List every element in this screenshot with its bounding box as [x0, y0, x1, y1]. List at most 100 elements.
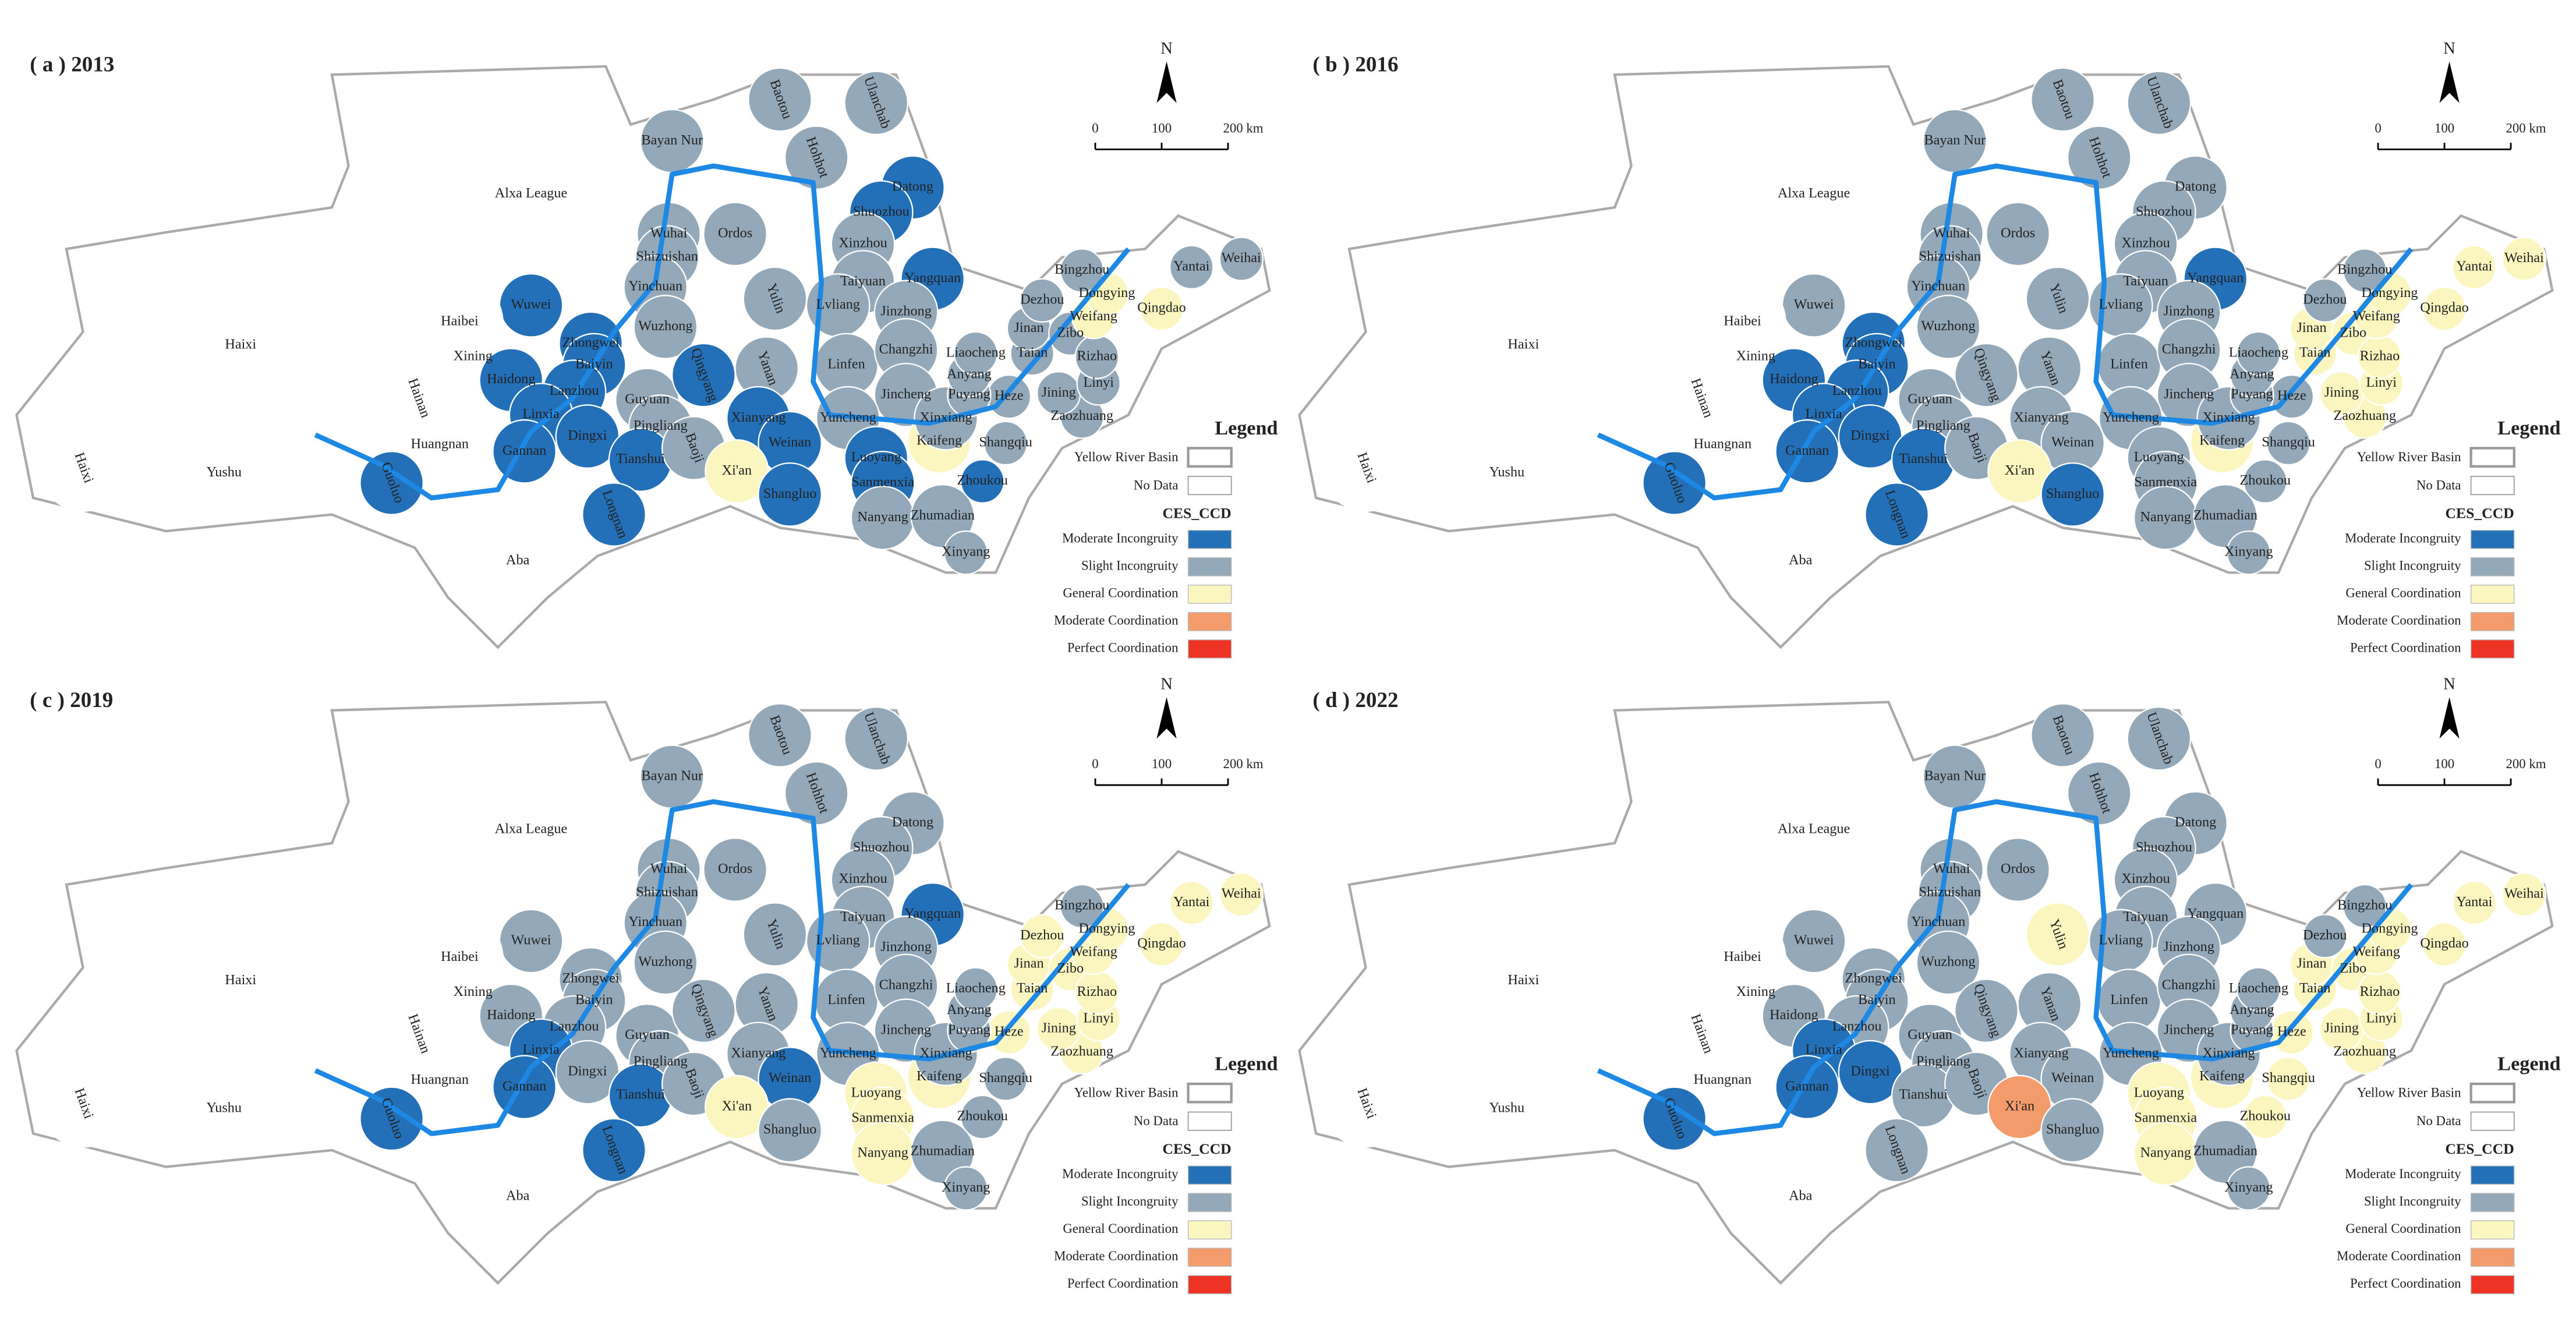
legend-label: No Data [2416, 1114, 2461, 1128]
city-label: Nanyang [2140, 1144, 2191, 1160]
city-label: Kaifeng [917, 433, 962, 448]
region [2030, 67, 2095, 132]
region [359, 451, 424, 515]
legend-label: Moderate Incongruity [1062, 531, 1179, 545]
city-label: Heze [2277, 388, 2306, 404]
legend-label: General Coordination [2345, 1221, 2461, 1236]
region [748, 67, 812, 132]
city-label: Taiyuan [2123, 273, 2168, 289]
city-label: Jining [1042, 384, 1076, 400]
city-label: Yantai [2456, 894, 2492, 910]
city-label: Tianshui [616, 451, 665, 466]
city-label: Alxa League [1778, 185, 1850, 201]
city-label: Wuhai [1933, 861, 1970, 876]
region [758, 462, 822, 527]
region [1770, 786, 1858, 874]
city-label: Xi'an [722, 462, 752, 478]
city-label: Wuhai [650, 861, 688, 876]
city-label: Nanyang [857, 1144, 908, 1160]
legend-label: Perfect Coordination [2350, 641, 2461, 655]
legend-swatch [2470, 1193, 2515, 1213]
region [960, 1094, 1005, 1140]
legend-swatch [2470, 529, 2515, 549]
city-label: Taiyuan [840, 909, 886, 925]
region [582, 1118, 646, 1183]
legend-swatch [1187, 611, 1232, 631]
city-label: Baiyin [1858, 992, 1896, 1008]
city-label: Pingliang [634, 418, 688, 433]
legend-label: Moderate Incongruity [2345, 531, 2461, 545]
region [1954, 978, 2019, 1043]
region [1169, 245, 1214, 290]
city-label: Taian [1017, 980, 1048, 996]
legend-swatch [1187, 476, 1232, 496]
region [39, 1060, 127, 1148]
city-label: Xinzhou [2121, 235, 2170, 251]
city-label: Anyang [947, 366, 992, 382]
city-label: Shangqiu [2262, 1070, 2315, 1086]
city-label: Datong [2175, 179, 2216, 195]
city-label: Haixi [1508, 972, 1539, 988]
city-label: Wuhai [650, 225, 688, 241]
city-label: Zaozhuang [1050, 1043, 1113, 1059]
region [1060, 883, 1105, 929]
region [2236, 331, 2281, 376]
region [1139, 922, 1184, 967]
city-label: Baiyin [575, 356, 613, 372]
city-label: Yantai [1173, 258, 1209, 274]
city-label: Yangquan [904, 906, 961, 921]
city-label: Puyang [948, 386, 990, 402]
scale-label: 200 km [2506, 757, 2546, 771]
city-label: Taian [2299, 980, 2330, 996]
legend-label: No Data [2416, 478, 2461, 492]
region [2067, 125, 2132, 190]
legend-swatch [1187, 1111, 1232, 1131]
city-label: Guyuan [625, 391, 670, 407]
region [983, 1056, 1028, 1101]
region [2266, 420, 2311, 466]
region [1642, 451, 1707, 515]
legend-swatch [2470, 1220, 2515, 1240]
city-label: Linfen [827, 356, 865, 372]
legend-swatch [1187, 1220, 1232, 1240]
city-label: Luoyang [2134, 449, 2184, 465]
city-label: Sanmenxia [2134, 1109, 2197, 1125]
scale-label: 0 [2375, 757, 2381, 771]
city-label: Tianshui [1899, 1087, 1948, 1102]
legend-swatch [2470, 1111, 2515, 1131]
scale-label: 100 [1152, 757, 1172, 771]
region [953, 967, 998, 1012]
city-label: Linyi [2366, 1010, 2397, 1026]
region [2236, 967, 2281, 1012]
scale-label: 100 [2435, 121, 2454, 136]
city-label: Yantai [1173, 894, 1209, 910]
city-label: Bayan Nur [1924, 132, 1986, 148]
region [487, 150, 575, 238]
city-label: Luoyang [2134, 1085, 2184, 1101]
city-label: Taiyuan [2123, 909, 2168, 925]
city-label: Datong [892, 814, 933, 830]
region [582, 482, 646, 547]
city-label: Dingxi [568, 1063, 607, 1079]
region [784, 761, 849, 826]
city-label: Ordos [718, 861, 752, 876]
region [1657, 354, 1745, 443]
city-label: Shizuishan [636, 248, 698, 264]
city-label: Zhumadian [2193, 1143, 2257, 1158]
city-label: Ordos [718, 225, 752, 241]
region [473, 1153, 562, 1241]
city-label: Weihai [1222, 250, 1261, 266]
city-label: Weifang [2352, 308, 2400, 324]
legend-title: Legend [1215, 418, 1278, 439]
city-label: Wuwei [1794, 932, 1834, 948]
city-label: Gannan [503, 1078, 546, 1094]
region [2452, 881, 2497, 925]
city-label: Weinan [769, 1070, 811, 1086]
city-label: Pingliang [1916, 1054, 1970, 1069]
city-label: Haixi [225, 972, 256, 988]
city-label: Guyuan [1908, 1027, 1952, 1042]
city-label: Shangqiu [2262, 434, 2315, 450]
city-label: Aba [506, 1187, 530, 1203]
scale-label: 0 [1092, 757, 1098, 771]
city-label: Lvliang [2099, 296, 2143, 312]
